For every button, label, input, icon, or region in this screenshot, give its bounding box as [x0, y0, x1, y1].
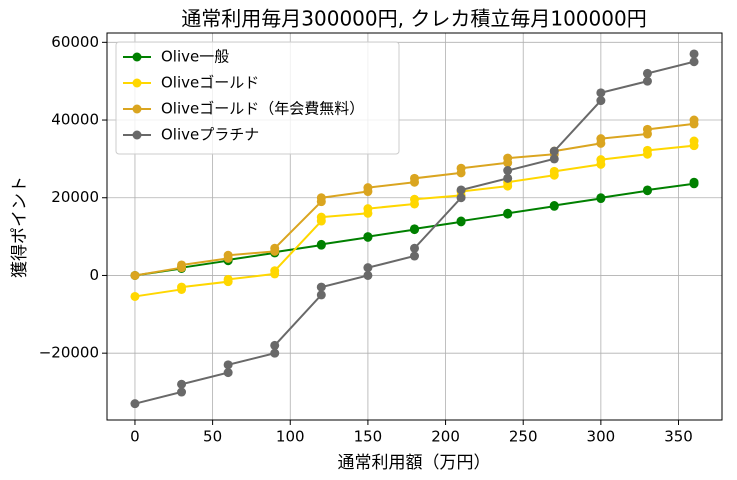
- data-point: [642, 124, 652, 134]
- data-point: [410, 251, 419, 261]
- y-tick-label: 40000: [51, 111, 99, 129]
- data-point: [596, 134, 606, 144]
- data-point: [503, 208, 513, 218]
- data-point: [177, 379, 187, 389]
- data-point: [410, 243, 419, 253]
- legend-label: Oliveゴールド: [161, 74, 259, 92]
- data-point: [410, 194, 419, 204]
- data-point: [689, 57, 699, 67]
- data-point: [456, 163, 466, 173]
- y-tick-label: 20000: [51, 188, 99, 206]
- series-line: [134, 141, 696, 298]
- data-point: [316, 193, 326, 203]
- x-tick-label: 300: [587, 428, 616, 446]
- data-point: [177, 282, 187, 292]
- data-point: [363, 232, 373, 242]
- data-point: [130, 270, 140, 280]
- data-point: [410, 224, 419, 234]
- data-point: [642, 145, 652, 155]
- x-tick-label: 100: [276, 428, 305, 446]
- data-point: [549, 146, 559, 156]
- data-point: [316, 290, 326, 300]
- data-point: [270, 243, 280, 253]
- data-point: [596, 193, 606, 203]
- x-tick-label: 50: [203, 428, 222, 446]
- data-point: [270, 340, 280, 350]
- data-point: [596, 96, 606, 106]
- data-point: [689, 177, 699, 187]
- data-point: [270, 348, 280, 358]
- legend-label: Olive一般: [161, 48, 229, 66]
- data-point: [363, 270, 373, 280]
- x-tick-label: 150: [354, 428, 383, 446]
- data-point: [456, 193, 466, 203]
- data-point: [223, 250, 233, 260]
- x-axis-label: 通常利用額（万円）: [338, 453, 491, 473]
- y-axis-label: 獲得ポイント: [10, 176, 30, 278]
- data-point: [689, 115, 699, 125]
- data-point: [130, 399, 140, 409]
- legend-marker: [132, 78, 142, 88]
- data-point: [596, 155, 606, 165]
- data-point: [503, 153, 513, 163]
- data-point: [549, 154, 559, 164]
- data-point: [456, 185, 466, 195]
- data-point: [316, 212, 326, 222]
- data-point: [549, 166, 559, 176]
- data-point: [316, 282, 326, 292]
- legend-marker: [132, 52, 142, 62]
- data-point: [689, 136, 699, 146]
- legend-marker: [132, 130, 142, 140]
- plot-frame: [106, 32, 723, 421]
- x-tick-label: 250: [509, 428, 538, 446]
- data-point: [642, 68, 652, 78]
- x-tick-label: 200: [431, 428, 460, 446]
- data-point: [503, 173, 513, 183]
- data-point: [410, 173, 419, 183]
- data-point: [456, 216, 466, 226]
- data-point: [642, 185, 652, 195]
- legend-marker: [132, 104, 142, 114]
- data-point: [130, 291, 140, 301]
- data-point: [549, 201, 559, 211]
- legend-frame: [115, 41, 400, 155]
- data-point: [177, 260, 187, 270]
- data-point: [689, 49, 699, 59]
- data-point: [270, 266, 280, 276]
- legend-label: Oliveゴールド（年会費無料）: [161, 100, 364, 118]
- data-point: [316, 239, 326, 249]
- y-tick-label: 0: [89, 266, 99, 284]
- y-tick-label: −20000: [39, 344, 99, 362]
- data-point: [363, 183, 373, 193]
- data-point: [177, 387, 187, 397]
- data-point: [223, 360, 233, 370]
- data-point: [642, 76, 652, 86]
- data-point: [363, 263, 373, 273]
- y-tick-label: 60000: [51, 33, 99, 51]
- chart-title: 通常利用毎月300000円, クレカ積立毎月100000円: [181, 7, 646, 31]
- data-point: [363, 204, 373, 214]
- data-point: [223, 274, 233, 284]
- x-tick-label: 0: [130, 428, 140, 446]
- x-tick-label: 350: [664, 428, 693, 446]
- data-point: [596, 88, 606, 98]
- data-point: [223, 368, 233, 378]
- legend: Olive一般 Oliveゴールド Oliveゴールド（年会費無料） Oliveプラチ…: [115, 41, 400, 155]
- data-point: [503, 166, 513, 176]
- legend-label: Oliveプラチナ: [161, 126, 259, 144]
